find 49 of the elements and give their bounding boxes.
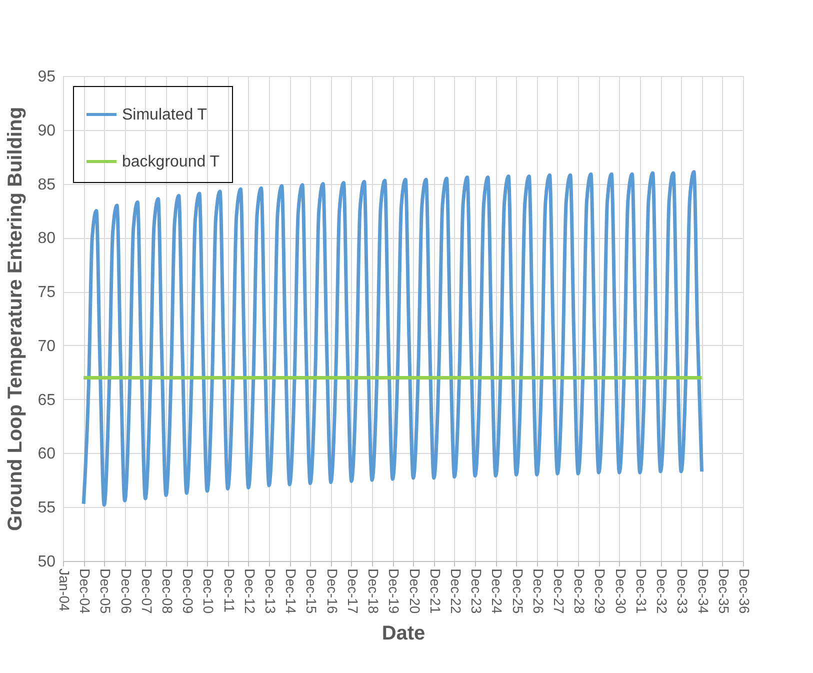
x-tick-label: Dec-17 <box>344 568 361 614</box>
x-tick-label: Dec-35 <box>716 568 732 614</box>
x-tick-label: Dec-07 <box>138 568 155 614</box>
x-tick-label: Jan-04 <box>56 568 72 612</box>
y-tick-label: 70 <box>38 338 56 355</box>
y-tick-label: 85 <box>38 176 56 194</box>
x-tick-label: Dec-29 <box>592 568 608 614</box>
x-tick-label: Dec-20 <box>406 568 423 614</box>
y-tick-label: 55 <box>38 500 56 517</box>
x-tick-label: Dec-16 <box>324 568 340 614</box>
x-tick-label: Dec-33 <box>674 568 691 614</box>
x-tick-label: Dec-04 <box>77 568 94 614</box>
x-tick-label: Dec-05 <box>98 568 114 614</box>
x-tick-label: Dec-13 <box>262 568 279 614</box>
x-tick-label: Dec-34 <box>695 568 712 614</box>
x-tick-label: Dec-19 <box>386 568 402 614</box>
x-tick-label: Dec-36 <box>736 568 752 614</box>
x-tick-label: Dec-14 <box>283 568 300 614</box>
x-tick-label: Dec-31 <box>633 568 650 614</box>
x-axis-title: Date <box>382 622 426 645</box>
y-tick-label: 50 <box>38 554 56 570</box>
x-tick-label: Dec-06 <box>118 568 134 614</box>
x-tick-label: Dec-32 <box>654 568 670 614</box>
x-tick-label: Dec-26 <box>530 568 546 614</box>
y-tick-label: 60 <box>38 446 56 463</box>
x-tick-label: Dec-10 <box>200 568 217 614</box>
x-tick-label: Dec-24 <box>489 568 506 614</box>
y-tick-label: 95 <box>38 68 56 86</box>
x-tick-label: Dec-15 <box>304 568 320 614</box>
x-tick-label: Dec-27 <box>551 568 567 614</box>
x-tick-label: Dec-21 <box>427 568 444 614</box>
x-tick-label: Dec-18 <box>366 568 382 614</box>
x-tick-label: Dec-12 <box>242 568 258 614</box>
legend-label: Simulated T <box>122 106 208 124</box>
line-series <box>82 170 704 507</box>
x-tick-label: Dec-11 <box>221 568 238 613</box>
y-tick-label: 75 <box>38 284 56 302</box>
x-tick-label: Dec-23 <box>468 568 485 614</box>
y-axis-title: Ground Loop Temperature Entering Building <box>4 106 27 532</box>
y-tick-label: 65 <box>38 392 56 409</box>
legend-label: background T <box>122 154 220 170</box>
x-tick-label: Dec-25 <box>510 568 526 614</box>
x-tick-label: Dec-28 <box>572 568 588 614</box>
x-tick-label: Dec-09 <box>180 568 196 614</box>
x-tick-label: Dec-30 <box>612 568 629 614</box>
x-tick-label: Dec-08 <box>160 568 176 614</box>
y-tick-label: 80 <box>38 230 56 248</box>
y-tick-label: 90 <box>38 122 56 140</box>
x-tick-label: Dec-22 <box>448 568 464 614</box>
